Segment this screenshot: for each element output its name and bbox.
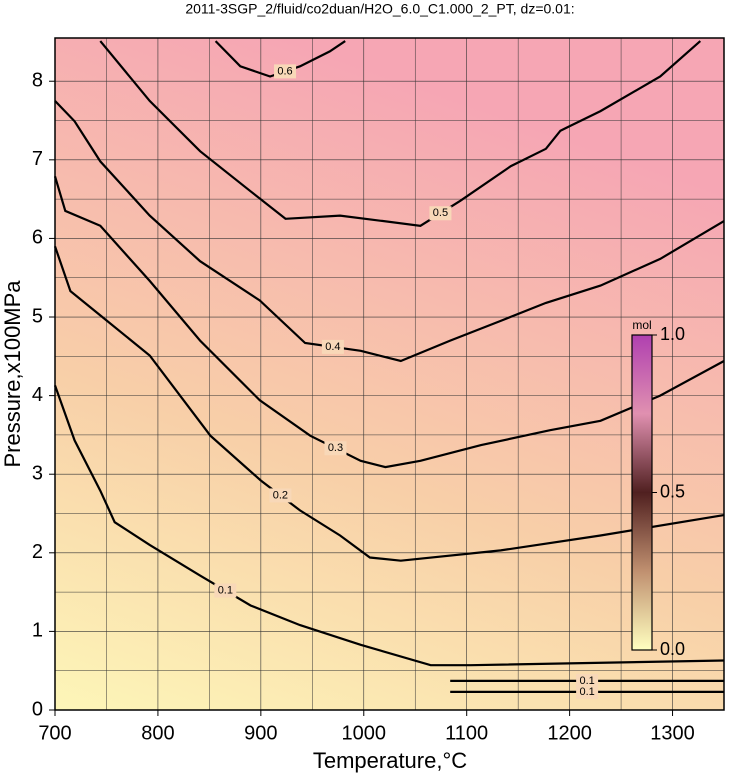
y-tick-label: 2	[32, 541, 43, 563]
colorbar-tick-label: 0.5	[660, 481, 685, 501]
x-tick-label: 800	[141, 722, 174, 744]
x-tick-label: 700	[38, 722, 71, 744]
x-tick-label: 900	[244, 722, 277, 744]
contour-label: 0.1	[579, 686, 594, 698]
contour-label: 0.4	[325, 341, 340, 353]
contour-label-bg	[429, 206, 452, 221]
x-tick-label: 1300	[650, 722, 695, 744]
contour-label: 0.2	[273, 489, 288, 501]
x-tick-label: 1200	[547, 722, 592, 744]
y-tick-label: 5	[32, 305, 43, 327]
contour-label-bg	[576, 684, 599, 699]
y-tick-label: 7	[32, 148, 43, 170]
contour-label: 0.3	[328, 442, 343, 454]
x-tick-label: 1000	[342, 722, 387, 744]
plot-background	[55, 38, 724, 710]
contour-label-bg	[274, 64, 297, 79]
colorbar-label: mol	[632, 318, 651, 332]
y-tick-label: 1	[32, 620, 43, 642]
plot-frame	[54, 37, 725, 711]
y-tick-label: 3	[32, 462, 43, 484]
y-tick-label: 0	[32, 698, 43, 720]
contour-label: 0.5	[433, 207, 448, 219]
y-tick-label: 4	[32, 384, 43, 406]
contour-label-bg	[576, 673, 599, 688]
colorbar-tick-label: 0.0	[660, 639, 685, 659]
y-tick-label: 6	[32, 227, 43, 249]
y-axis-label: Pressure,x100MPa	[0, 280, 25, 468]
chart-title: 2011-3SGP_2/fluid/co2duan/H2O_6.0_C1.000…	[185, 1, 574, 17]
contour-line	[53, 175, 725, 469]
contour-label-bg	[324, 441, 347, 456]
x-axis-label: Temperature,°C	[313, 748, 467, 773]
colorbar	[631, 334, 653, 651]
y-tick-label: 8	[32, 70, 43, 92]
contour-line	[54, 100, 725, 363]
contour-label-bg	[321, 339, 344, 354]
contour-line	[53, 245, 725, 562]
colorbar-tick-label: 1.0	[660, 324, 685, 344]
contour-label-bg	[214, 583, 237, 598]
contour-label-bg	[269, 488, 292, 503]
contour-label: 0.6	[277, 65, 292, 77]
x-tick-label: 1100	[445, 722, 488, 744]
contour-label: 0.1	[579, 675, 594, 687]
contour-label: 0.1	[218, 584, 233, 596]
